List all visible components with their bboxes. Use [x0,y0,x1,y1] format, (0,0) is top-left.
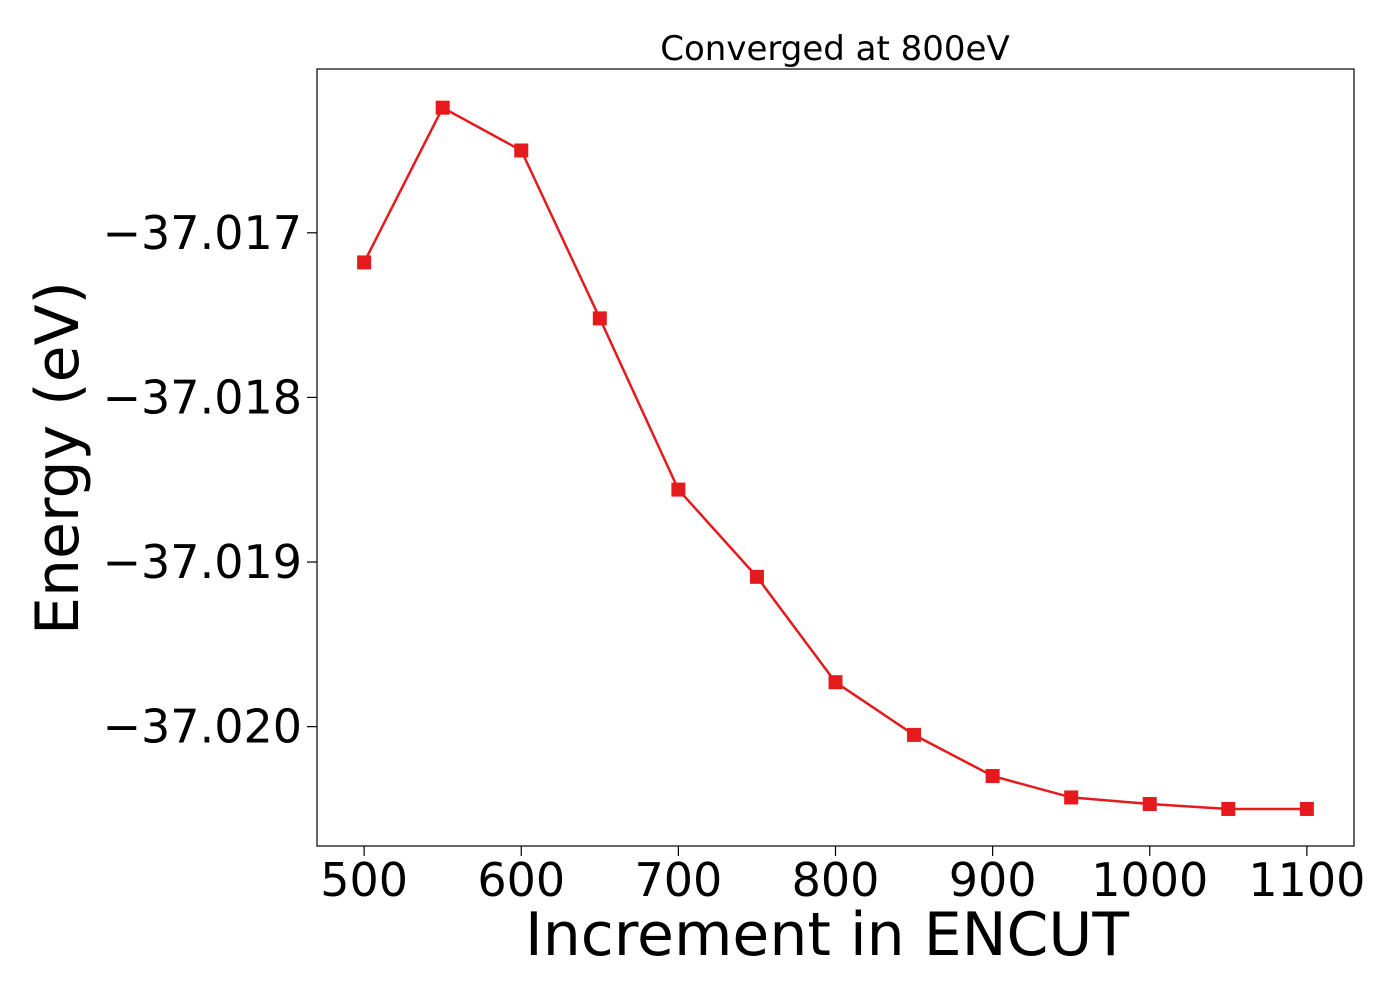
x-tick-label: 1000 [1091,853,1208,907]
data-point-marker [435,100,450,115]
x-tick-label: 700 [634,853,722,907]
y-tick-label: −37.017 [103,206,303,260]
chart-title: Converged at 800eV [660,29,1009,69]
x-tick-label: 500 [320,853,408,907]
x-tick-label: 900 [949,853,1037,907]
plot-area-frame [316,68,1355,847]
y-tick-label: −37.019 [103,535,303,589]
data-point-marker [749,569,764,584]
y-axis: −37.017 −37.018 −37.019 −37.020 [103,206,317,754]
data-point-marker [1221,801,1236,816]
data-point-marker [592,311,607,326]
data-point-marker [1142,797,1157,812]
data-point-marker [357,255,372,270]
data-point-marker [671,482,686,497]
data-point-marker [907,727,922,742]
y-axis-label: Energy (eV) [23,281,93,635]
data-point-marker [1299,801,1314,816]
x-tick-label: 800 [792,853,880,907]
series-layer [357,100,1314,816]
data-point-marker [985,769,1000,784]
data-point-marker [514,143,529,158]
y-tick-label: −37.018 [103,370,303,424]
data-point-marker [1064,790,1079,805]
x-tick-label: 1100 [1248,853,1365,907]
x-axis-label: Increment in ENCUT [525,900,1129,970]
x-tick-label: 600 [477,853,565,907]
y-tick-label: −37.020 [103,700,303,754]
series-line [362,105,1307,811]
x-axis: 500 600 700 800 900 1000 1100 [320,846,1365,907]
data-point-marker [828,675,843,690]
